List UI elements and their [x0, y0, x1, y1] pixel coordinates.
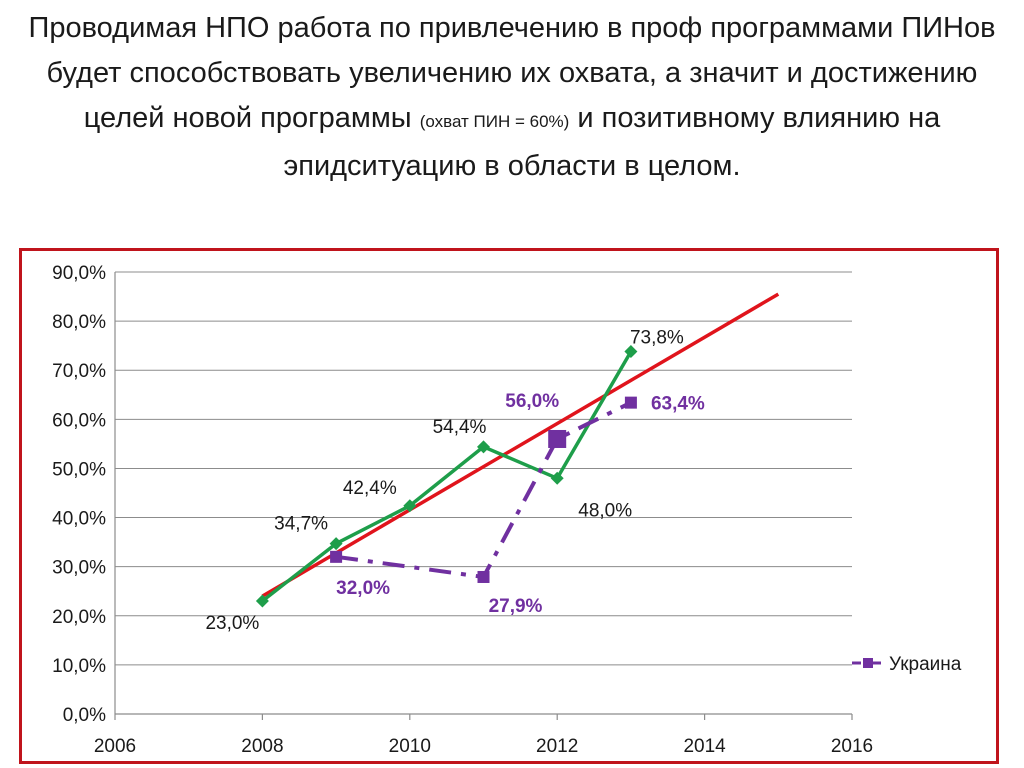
x-tick-label: 2014 [683, 736, 726, 757]
chart-legend: Украина [852, 654, 962, 675]
series-line [261, 350, 633, 603]
slide-title-main: Проводимая НПО работа по привлечению в п… [28, 12, 996, 134]
series-line [335, 400, 632, 579]
chart-svg: 0,0% 10,0% 20,0% 30,0% 40,0% 50,0% 60,0% 70,0% 8… [52, 263, 962, 757]
data-label: 56,0% [505, 391, 559, 412]
legend-label: Украина [889, 654, 962, 675]
data-point-marker [255, 594, 269, 608]
chart-frame: 0,0% 10,0% 20,0% 30,0% 40,0% 50,0% 60,0% 70,0% 8… [19, 248, 999, 764]
y-tick-label: 70,0% [52, 361, 106, 382]
slide-title-note: (охват ПИН = 60%) [419, 112, 570, 131]
legend-swatch-marker [863, 658, 873, 668]
data-label: 48,0% [578, 500, 632, 521]
data-label: 34,7% [274, 514, 328, 535]
data-point-marker [624, 345, 638, 359]
y-tick-label: 20,0% [52, 607, 106, 628]
y-tick-label: 40,0% [52, 509, 106, 530]
data-label: 54,4% [433, 417, 487, 438]
x-tick-label: 2008 [241, 736, 283, 757]
data-point-marker [477, 570, 490, 583]
y-tick-label: 80,0% [52, 312, 106, 333]
data-point-marker [330, 550, 343, 563]
y-tick-label: 50,0% [52, 459, 106, 480]
chart-trendline-group [261, 292, 780, 598]
data-label: 73,8% [630, 328, 684, 349]
x-tick-label: 2016 [831, 736, 873, 757]
x-tick-label: 2006 [94, 736, 136, 757]
chart-series-group [255, 345, 638, 608]
data-label: 63,4% [651, 394, 705, 415]
data-point-marker [548, 429, 567, 448]
data-point-marker [624, 396, 637, 409]
trendline [261, 292, 780, 598]
data-label: 32,0% [336, 578, 390, 599]
y-tick-label: 0,0% [63, 705, 106, 726]
x-tick-label: 2010 [389, 736, 431, 757]
data-label: 27,9% [489, 596, 543, 617]
y-tick-label: 10,0% [52, 656, 106, 677]
data-label: 42,4% [343, 478, 397, 499]
data-label: 23,0% [205, 613, 259, 634]
y-tick-label: 90,0% [52, 263, 106, 284]
chart-axes [114, 272, 853, 720]
data-point-marker [329, 537, 343, 551]
y-tick-label: 60,0% [52, 410, 106, 431]
data-point-marker [550, 471, 564, 485]
chart-data-labels: 23,0% 34,7% 42,4% 54,4% 48,0% 73,8% 32,0% 27,9%… [205, 328, 704, 634]
slide-title-tail: и позитивному влиянию на эпидситуацию в … [283, 102, 941, 182]
slide-title: Проводимая НПО работа по привлечению в п… [20, 6, 1004, 189]
data-point-marker [477, 440, 490, 454]
y-tick-label: 30,0% [52, 558, 106, 579]
chart-tick-labels: 0,0% 10,0% 20,0% 30,0% 40,0% 50,0% 60,0% 70,0% 8… [52, 263, 873, 757]
x-tick-label: 2012 [536, 736, 578, 757]
data-point-marker [403, 499, 417, 513]
